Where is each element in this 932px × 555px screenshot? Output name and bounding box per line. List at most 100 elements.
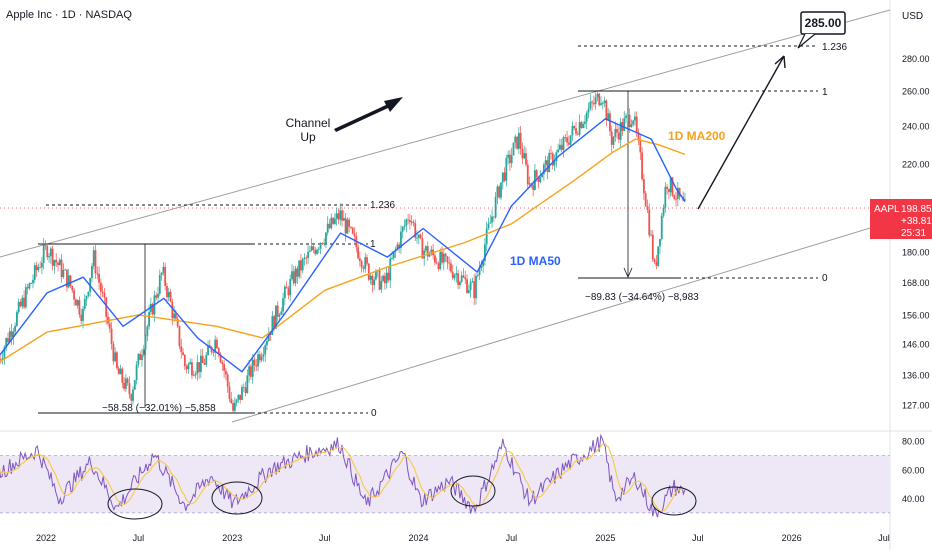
price-candle-body [673,195,676,199]
price-candle-body [316,249,318,254]
price-candle-body [614,128,617,137]
price-candle-body [321,242,324,244]
ma50-label: 1D MA50 [510,254,561,268]
price-candle-body [285,286,288,289]
price-candle-body [248,366,251,376]
price-candle-body [500,182,502,198]
price-candle-body [383,275,386,284]
price-candle-body [1,358,4,360]
price-candle-body [176,318,179,326]
time-tick-label: Jul [692,533,704,543]
price-candle-body [634,116,636,121]
price-candle-body [110,328,113,344]
time-tick-label: Jul [878,533,890,543]
price-candle-body [519,132,522,149]
price-candle-body [441,251,443,263]
price-candle-body [571,125,574,136]
price-candle-body [208,345,211,347]
price-candle-body [437,263,440,270]
price-candle-body [598,93,601,106]
price-candle-body [308,250,311,252]
price-candle-body [676,187,679,200]
price-candle-body [669,177,672,193]
price-candle-body [35,265,38,271]
price-candle-body [485,228,488,245]
price-candle-body [382,275,384,281]
price-candle-body [91,266,93,279]
price-candle-body [401,226,404,232]
price-tick-label: 168.00 [902,278,930,288]
target-box[interactable] [800,11,846,35]
rsi-tick-label: 80.00 [902,437,925,447]
price-candle-body [651,234,654,260]
price-candle-body [517,132,520,149]
price-candle-body [191,362,193,376]
price-axis-pane [890,0,932,550]
last-price-tag [870,199,932,239]
price-candle-body [478,268,481,276]
price-candle-body [637,132,640,141]
price-candle-body [173,313,175,319]
price-candle-body [582,123,585,128]
price-candle-body [428,253,431,257]
price-candle-body [566,137,568,143]
price-candle-body [603,100,606,103]
price-candle-body [5,338,8,348]
price-candle-body [291,271,293,280]
price-candle-body [491,216,493,223]
price-candle-body [60,259,63,278]
price-candle-body [550,152,552,154]
time-tick-label: 2022 [36,533,56,543]
price-candle-body [514,136,517,143]
price-candle-body [646,206,649,210]
price-candle-body [417,234,420,238]
price-candle-body [569,135,572,145]
price-candle-body [232,403,234,411]
price-candle-body [283,286,286,299]
price-candle-body [83,298,86,309]
price-candle-body [466,279,468,293]
time-tick-label: 2025 [595,533,615,543]
price-candle-body [242,387,245,388]
projection-arrow-line [697,55,785,210]
price-candle-body [350,226,352,228]
price-candle-body [616,128,618,133]
price-tick-label: 260.00 [902,87,930,97]
fib2-label-1: 1 [822,87,828,98]
price-candle-body [207,345,209,355]
price-candle-body [250,366,252,377]
price-candle-body [501,172,504,183]
price-candle-body [444,253,447,257]
price-candle-body [655,261,658,266]
price-candle-body [684,199,686,201]
price-candle-body [555,152,558,162]
price-candle-body [260,356,263,361]
price-candle-body [335,213,338,219]
price-candle-body [228,386,231,399]
price-candle-body [244,387,247,394]
price-candle-body [287,288,290,296]
price-candle-body [266,341,268,346]
price-candle-body [660,215,663,240]
price-candle-body [341,210,343,221]
channel-lower-line [231,221,891,423]
price-candle-body [442,253,445,263]
price-candle-body [584,121,586,124]
price-candle-body [48,256,50,258]
price-candle-body [451,271,454,279]
price-candle-body [262,354,265,357]
price-candle-body [80,314,83,321]
price-candle-body [142,349,145,355]
price-candle-body [407,219,409,221]
price-candle-body [573,125,576,129]
price-candle-body [642,179,645,194]
price-candle-body [182,352,184,355]
last-price-change: +38.81% [901,216,932,227]
price-candle-body [219,354,222,363]
rsi-ma-line [0,442,686,512]
price-candle-body [317,248,320,250]
price-candle-body [516,136,518,149]
price-candle-body [64,269,67,271]
